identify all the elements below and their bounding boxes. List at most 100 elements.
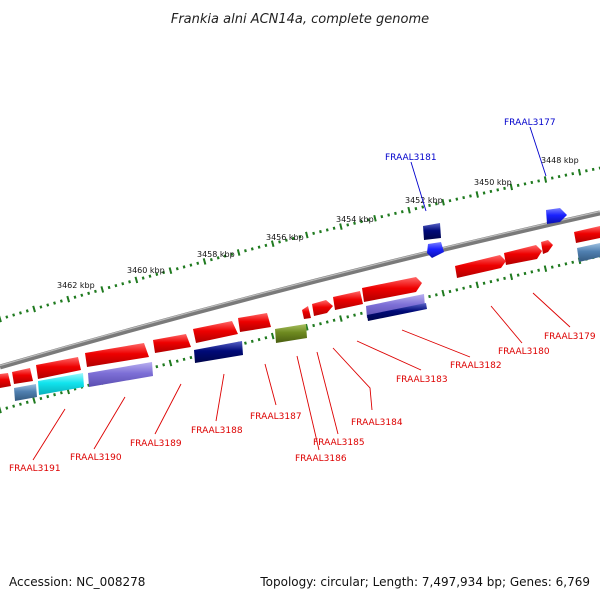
gene-box[interactable] bbox=[88, 362, 153, 387]
minor-tick bbox=[516, 273, 520, 277]
gene-box[interactable] bbox=[546, 208, 567, 224]
major-tick bbox=[509, 273, 514, 281]
minor-tick bbox=[325, 320, 329, 324]
gene-box[interactable] bbox=[38, 373, 84, 395]
minor-tick bbox=[503, 276, 506, 280]
minor-tick bbox=[250, 339, 254, 343]
minor-tick bbox=[5, 315, 9, 319]
major-tick bbox=[407, 206, 411, 214]
gene-label[interactable]: FRAAL3187 bbox=[250, 412, 302, 422]
gene-label[interactable]: FRAAL3191 bbox=[9, 464, 61, 474]
gene-box[interactable] bbox=[367, 303, 427, 321]
gene-label[interactable]: FRAAL3189 bbox=[130, 439, 182, 449]
major-tick bbox=[373, 214, 377, 222]
leader-line bbox=[410, 161, 427, 212]
map-title: Frankia alni ACN14a, complete genome bbox=[171, 12, 429, 27]
minor-tick bbox=[189, 263, 193, 267]
gene-label[interactable]: FRAAL3182 bbox=[450, 361, 502, 371]
minor-tick bbox=[278, 240, 281, 244]
minor-tick bbox=[12, 313, 16, 317]
minor-tick bbox=[46, 394, 50, 399]
gene-label[interactable]: FRAAL3181 bbox=[385, 153, 437, 163]
gene-label[interactable]: FRAAL3188 bbox=[191, 426, 243, 436]
major-tick bbox=[475, 191, 479, 198]
minor-tick bbox=[564, 173, 568, 177]
axis-label: 3454 kbp bbox=[336, 215, 374, 224]
minor-tick bbox=[462, 195, 466, 200]
minor-tick bbox=[189, 355, 193, 360]
minor-tick bbox=[59, 391, 63, 395]
minor-tick bbox=[387, 213, 391, 217]
gene-box[interactable] bbox=[577, 243, 600, 262]
leader-line bbox=[532, 292, 571, 328]
minor-tick bbox=[428, 294, 431, 299]
gene-arrow[interactable] bbox=[302, 306, 311, 319]
gene-arrow[interactable] bbox=[0, 373, 11, 388]
major-tick bbox=[32, 397, 36, 404]
minor-tick bbox=[353, 313, 356, 317]
major-tick bbox=[305, 231, 309, 239]
gene-arrow[interactable] bbox=[541, 240, 553, 254]
minor-tick bbox=[175, 359, 179, 363]
gene-arrow[interactable] bbox=[574, 226, 600, 243]
gene-arrow[interactable] bbox=[504, 245, 542, 265]
minor-tick bbox=[469, 284, 472, 289]
gene-arrow[interactable] bbox=[362, 277, 422, 302]
minor-tick bbox=[325, 228, 329, 232]
minor-tick bbox=[462, 286, 466, 290]
minor-tick bbox=[182, 265, 186, 269]
leader-line bbox=[154, 383, 182, 435]
gene-arrow[interactable] bbox=[312, 300, 333, 316]
gene-label[interactable]: FRAAL3183 bbox=[396, 375, 448, 385]
minor-tick bbox=[434, 202, 438, 206]
gene-label[interactable]: FRAAL3177 bbox=[504, 118, 556, 128]
gene-box[interactable] bbox=[194, 341, 243, 363]
gene-label[interactable]: FRAAL3179 bbox=[544, 332, 596, 342]
minor-tick bbox=[428, 203, 431, 208]
gene-box[interactable] bbox=[423, 223, 441, 240]
gene-box[interactable] bbox=[427, 242, 444, 258]
gene-label[interactable]: FRAAL3190 bbox=[70, 453, 122, 463]
minor-tick bbox=[284, 238, 288, 242]
gene-box[interactable] bbox=[366, 294, 425, 318]
minor-tick bbox=[209, 258, 213, 262]
minor-tick bbox=[366, 218, 370, 222]
gene-arrow[interactable] bbox=[153, 334, 191, 353]
minor-tick bbox=[141, 276, 145, 280]
gene-box[interactable] bbox=[275, 324, 307, 343]
gene-label[interactable]: FRAAL3184 bbox=[351, 418, 403, 428]
gene-arrow[interactable] bbox=[238, 313, 271, 332]
gene-arrow[interactable] bbox=[333, 291, 363, 310]
minor-tick bbox=[400, 210, 404, 214]
gene-label[interactable]: FRAAL3185 bbox=[313, 438, 365, 448]
minor-tick bbox=[557, 174, 561, 179]
minor-tick bbox=[291, 236, 295, 241]
major-tick bbox=[0, 406, 2, 414]
gene-label[interactable]: FRAAL3180 bbox=[498, 347, 550, 357]
minor-tick bbox=[523, 182, 527, 186]
minor-tick bbox=[87, 383, 91, 387]
minor-tick bbox=[162, 270, 166, 275]
gene-arrow[interactable] bbox=[12, 368, 33, 384]
minor-tick bbox=[46, 303, 50, 307]
gene-arrow[interactable] bbox=[85, 343, 149, 367]
gene-arrow[interactable] bbox=[455, 255, 506, 278]
major-tick bbox=[339, 223, 343, 230]
minor-tick bbox=[25, 400, 29, 404]
minor-tick bbox=[73, 295, 77, 299]
major-tick bbox=[543, 176, 548, 183]
major-tick bbox=[270, 240, 275, 248]
leader-line bbox=[356, 340, 422, 371]
minor-tick bbox=[312, 231, 316, 235]
major-tick bbox=[441, 198, 445, 206]
gene-label[interactable]: FRAAL3186 bbox=[295, 454, 347, 464]
major-tick bbox=[475, 281, 479, 289]
minor-tick bbox=[264, 243, 268, 248]
major-tick bbox=[66, 295, 71, 303]
gene-arrow[interactable] bbox=[193, 321, 238, 343]
accession-text: Accession: NC_008278 bbox=[9, 575, 145, 589]
gene-box[interactable] bbox=[14, 384, 37, 401]
minor-tick bbox=[469, 194, 472, 198]
axis-label: 3452 kbp bbox=[405, 196, 443, 205]
gene-arrow[interactable] bbox=[36, 357, 81, 379]
